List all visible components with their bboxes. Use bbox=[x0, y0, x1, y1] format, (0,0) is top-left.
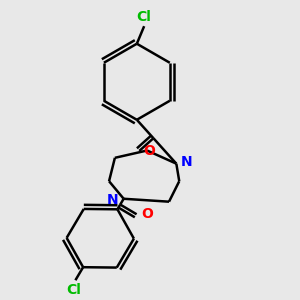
Text: O: O bbox=[141, 207, 153, 221]
Text: N: N bbox=[181, 155, 192, 170]
Text: Cl: Cl bbox=[67, 283, 81, 297]
Text: O: O bbox=[144, 144, 156, 158]
Text: N: N bbox=[107, 193, 118, 207]
Text: Cl: Cl bbox=[137, 10, 152, 24]
